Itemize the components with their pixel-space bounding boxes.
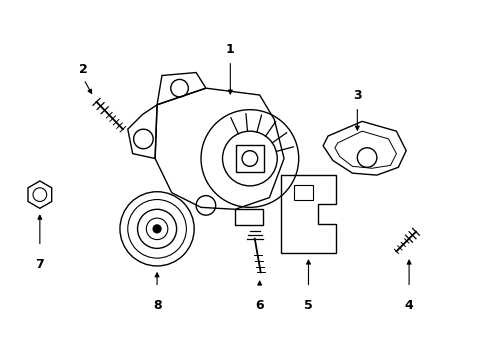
Text: 2: 2 <box>79 63 88 76</box>
Text: 1: 1 <box>225 43 234 56</box>
Text: 8: 8 <box>152 299 161 312</box>
Text: 3: 3 <box>352 89 361 102</box>
Text: 4: 4 <box>404 299 413 312</box>
Text: 6: 6 <box>255 299 264 312</box>
Text: 5: 5 <box>304 299 312 312</box>
Text: 7: 7 <box>36 258 44 271</box>
Circle shape <box>153 225 161 233</box>
